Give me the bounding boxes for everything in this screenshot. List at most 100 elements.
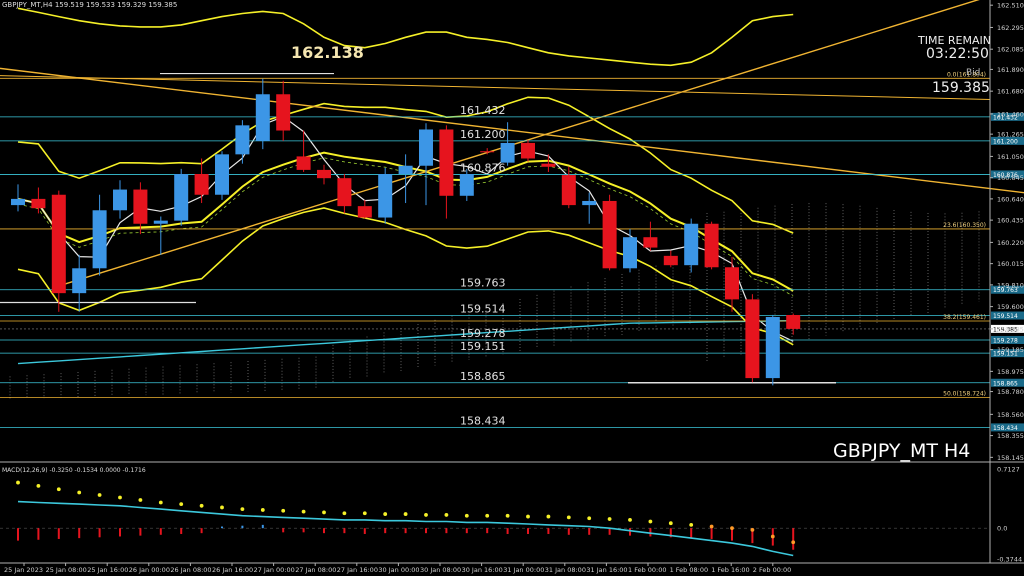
y-tick-label: 161.890: [997, 66, 1024, 74]
candle-body: [92, 210, 107, 269]
x-tick-label: 31 Jan 08:00: [545, 566, 586, 574]
cyan-baseline: [17, 320, 794, 365]
level-label: 158.434: [460, 414, 506, 427]
level-label: 159.763: [460, 277, 506, 290]
candle-body: [72, 268, 87, 294]
macd-signal-dot: [546, 514, 551, 519]
y-tick-label: 159.810: [997, 281, 1024, 289]
x-tick-label: 2 Feb 00:00: [753, 566, 792, 574]
y-tick-label: 160.435: [997, 217, 1024, 225]
x-tick-label: 31 Jan 00:00: [503, 566, 544, 574]
candle-body: [521, 142, 535, 159]
macd-signal-dot: [485, 513, 490, 518]
candle-body: [500, 142, 515, 163]
candle-body: [419, 129, 433, 166]
bollinger-upper: [17, 96, 794, 234]
y-tick-label: 161.680: [997, 88, 1024, 96]
level-tag-label: 159.514: [993, 313, 1018, 320]
y-tick-label: 161.050: [997, 153, 1024, 161]
candle-body: [317, 169, 331, 179]
envelope-top: [17, 7, 794, 67]
macd-signal-dot: [322, 510, 326, 515]
current-price-tag-label: 159.385: [993, 326, 1018, 333]
macd-signal-dot: [383, 512, 388, 516]
candles: [11, 78, 801, 386]
candle-body: [480, 151, 495, 153]
macd-signal-dot: [97, 493, 102, 497]
candle-body: [357, 206, 372, 218]
level-tag: [991, 170, 1024, 179]
candle-body: [255, 94, 270, 141]
macd-signal-dot: [526, 514, 530, 519]
macd-signal-dot: [16, 480, 20, 485]
candle-body: [684, 223, 699, 266]
x-tick-label: 27 Jan 16:00: [337, 566, 378, 574]
macd-line: [17, 500, 794, 557]
candle-body: [194, 174, 209, 195]
level-label: 159.151: [460, 340, 506, 353]
macd-signal-dot: [36, 483, 41, 488]
macd-signal-dot: [750, 527, 755, 532]
level-label: 161.200: [460, 128, 506, 141]
candle-body: [174, 174, 189, 221]
macd-header: MACD(12,26,9) -0.3250 -0.1534 0.0000 -0.…: [2, 467, 146, 474]
macd-signal-dot: [505, 513, 510, 518]
level-tag: [991, 378, 1024, 387]
macd-signal-dot: [709, 524, 714, 529]
x-tick-label: 30 Jan 16:00: [462, 566, 503, 574]
level-tag: [991, 311, 1024, 320]
bollinger-lower: [17, 207, 794, 346]
candle-body: [153, 220, 168, 224]
macd-signal-dot: [648, 519, 653, 524]
candle-body: [623, 237, 637, 269]
x-tick-label: 27 Jan 08:00: [295, 566, 336, 574]
macd-signal-dot: [791, 540, 796, 545]
macd-signal-dot: [56, 487, 61, 492]
candle-body: [745, 299, 760, 379]
candle-body: [31, 198, 46, 209]
x-tick-label: 27 Jan 00:00: [254, 566, 295, 574]
macd-signal-dot: [607, 517, 612, 521]
x-tick-label: 26 Jan 16:00: [212, 566, 253, 574]
macd-axis-label: 0.7127: [997, 466, 1020, 474]
level-label: 161.432: [460, 104, 506, 117]
fib-label: 38.2(159.461): [943, 314, 986, 321]
level-label: 159.514: [460, 303, 506, 316]
chart-header: GBPJPY_MT,H4 159.519 159.533 159.329 159…: [2, 1, 178, 9]
candle-body: [459, 174, 474, 196]
x-tick-label: 1 Feb 16:00: [711, 566, 750, 574]
macd-axis-label: 0.0: [997, 525, 1007, 533]
candle-body: [602, 200, 617, 269]
level-tag: [991, 335, 1024, 344]
level-tag-label: 161.432: [993, 114, 1018, 121]
level-tag: [991, 423, 1024, 432]
y-tick-label: 162.085: [997, 46, 1024, 54]
macd-panel: 0.7127 0.0 -0.3744: [0, 466, 1022, 564]
y-tick-label: 158.145: [997, 454, 1024, 462]
candle-body: [643, 237, 658, 248]
macd-signal-dot: [587, 516, 592, 521]
x-tick-label: 30 Jan 08:00: [420, 566, 461, 574]
y-tick-label: 162.510: [997, 2, 1024, 10]
y-tick-label: 160.220: [997, 239, 1024, 247]
macd-signal-dot: [689, 522, 694, 527]
candle-body: [786, 315, 801, 329]
macd-axis-label: -0.3744: [997, 556, 1022, 564]
level-tag-label: 159.151: [993, 351, 1018, 358]
macd-signal-dot: [730, 526, 734, 531]
bid-label: Bid: [966, 68, 981, 78]
macd-signal-dot: [464, 513, 469, 518]
candle-body: [704, 223, 719, 268]
level-label: 158.865: [460, 370, 506, 383]
x-tick-label: 26 Jan 08:00: [170, 566, 211, 574]
macd-signal-dot: [362, 511, 367, 516]
x-tick-label: 25 Jan 2023: [4, 566, 43, 574]
y-tick-label: 158.975: [997, 368, 1024, 376]
level-tag-label: 158.865: [993, 380, 1018, 387]
candle-body: [725, 267, 739, 300]
time-remain-value: 03:22:50: [926, 46, 989, 62]
x-tick-label: 25 Jan 16:00: [87, 566, 128, 574]
y-tick-label: 160.015: [997, 260, 1024, 268]
